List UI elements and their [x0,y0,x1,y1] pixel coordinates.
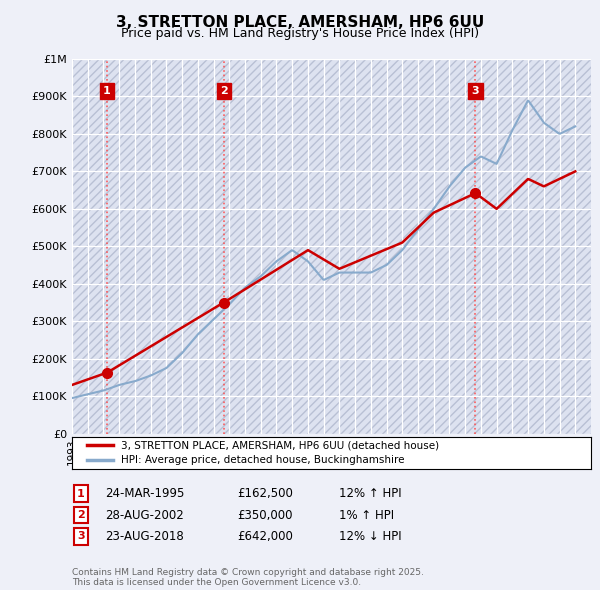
Text: 1: 1 [103,86,111,96]
Text: 3, STRETTON PLACE, AMERSHAM, HP6 6UU: 3, STRETTON PLACE, AMERSHAM, HP6 6UU [116,15,484,30]
Text: 3: 3 [472,86,479,96]
Text: 12% ↓ HPI: 12% ↓ HPI [339,530,401,543]
Text: Contains HM Land Registry data © Crown copyright and database right 2025.
This d: Contains HM Land Registry data © Crown c… [72,568,424,587]
Text: £350,000: £350,000 [237,509,293,522]
Legend: 3, STRETTON PLACE, AMERSHAM, HP6 6UU (detached house), HPI: Average price, detac: 3, STRETTON PLACE, AMERSHAM, HP6 6UU (de… [82,436,443,470]
Text: 28-AUG-2002: 28-AUG-2002 [105,509,184,522]
Text: 1% ↑ HPI: 1% ↑ HPI [339,509,394,522]
Text: 12% ↑ HPI: 12% ↑ HPI [339,487,401,500]
Text: £162,500: £162,500 [237,487,293,500]
Text: 23-AUG-2018: 23-AUG-2018 [105,530,184,543]
Text: 3: 3 [77,532,85,541]
Text: 24-MAR-1995: 24-MAR-1995 [105,487,184,500]
Text: 2: 2 [220,86,227,96]
Text: 1: 1 [77,489,85,499]
Text: £642,000: £642,000 [237,530,293,543]
Text: 2: 2 [77,510,85,520]
Text: Price paid vs. HM Land Registry's House Price Index (HPI): Price paid vs. HM Land Registry's House … [121,27,479,40]
